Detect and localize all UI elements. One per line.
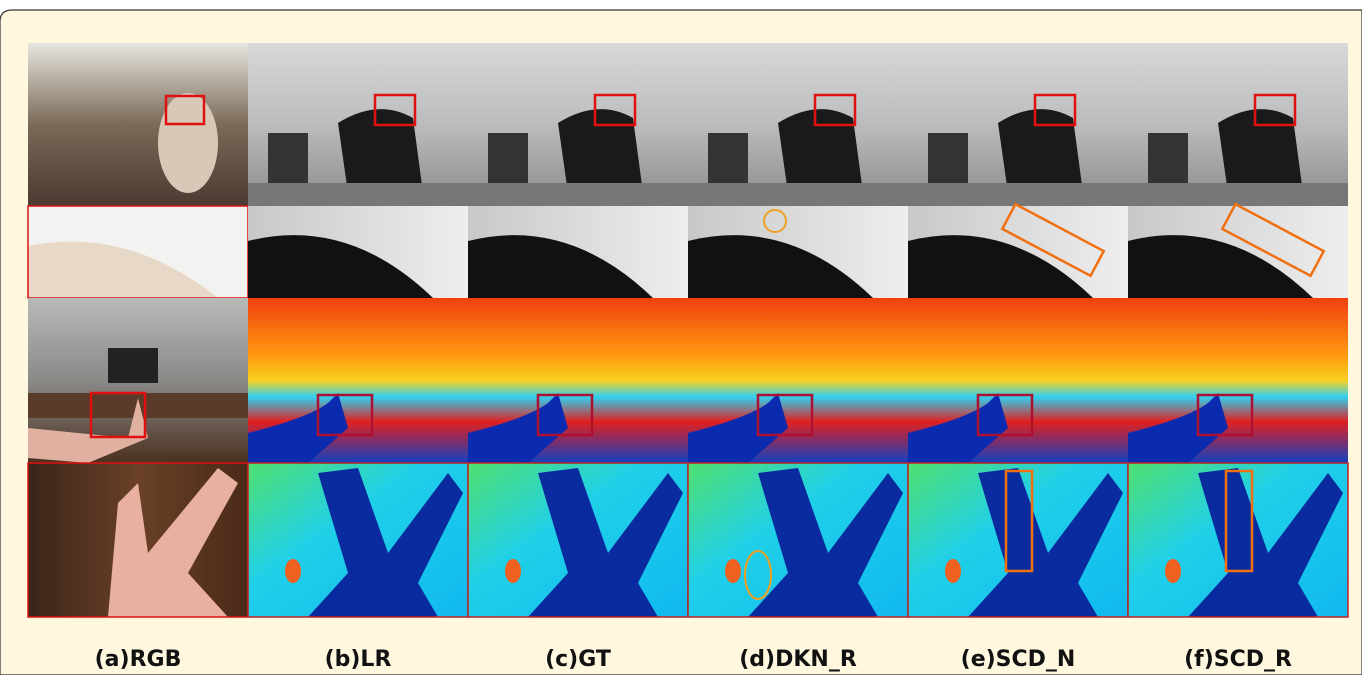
image-cell — [468, 298, 688, 463]
silhouette — [998, 109, 1083, 193]
silhouette — [338, 109, 423, 193]
column-label: (b)LR — [325, 647, 392, 672]
monitor — [108, 348, 158, 383]
silhouette — [778, 109, 863, 193]
hot-spot — [945, 559, 961, 583]
image-cell — [908, 298, 1128, 463]
column-label: (a)RGB — [95, 647, 182, 672]
floor — [908, 183, 1128, 206]
silhouette — [1218, 109, 1303, 193]
hot-spot — [285, 559, 301, 583]
image-cell — [248, 43, 468, 206]
column-label: (e)SCD_N — [961, 647, 1076, 672]
image-cell — [28, 298, 248, 463]
hot-spot — [505, 559, 521, 583]
image-cell — [248, 463, 468, 617]
image-cell — [1128, 463, 1348, 617]
image-cell — [688, 43, 908, 206]
column-label: (d)DKN_R — [739, 647, 857, 672]
image-cell — [1128, 43, 1348, 206]
image-cell — [468, 206, 688, 298]
image-cell — [28, 43, 248, 206]
image-cell — [908, 43, 1128, 206]
column-label: (c)GT — [545, 647, 611, 672]
figure: (a)RGB (b)LR (c)GT (d)DKN_R (e)SCD_N (f)SCD_R — [0, 0, 1362, 675]
image-cell — [248, 206, 468, 298]
floor — [1128, 183, 1348, 206]
figure-frame: (a)RGB (b)LR (c)GT (d)DKN_R (e)SCD_N (f)SCD_R — [0, 0, 1362, 675]
image-cell — [468, 43, 688, 206]
image-cell — [28, 206, 248, 298]
image-cell — [908, 463, 1128, 617]
image-cell — [468, 463, 688, 617]
hot-spot — [1165, 559, 1181, 583]
image-cell — [1128, 298, 1348, 463]
image-cell — [688, 298, 908, 463]
image-grid — [28, 43, 1348, 617]
image-cell — [248, 298, 468, 463]
floor — [468, 183, 688, 206]
hot-spot — [725, 559, 741, 583]
floor — [688, 183, 908, 206]
image-cell — [688, 206, 908, 298]
image-cell — [28, 463, 248, 617]
silhouette — [558, 109, 643, 193]
image-cell — [688, 463, 908, 617]
floor — [248, 183, 468, 206]
image-cell — [908, 204, 1128, 298]
column-label: (f)SCD_R — [1184, 647, 1292, 672]
image-cell — [1128, 204, 1348, 298]
